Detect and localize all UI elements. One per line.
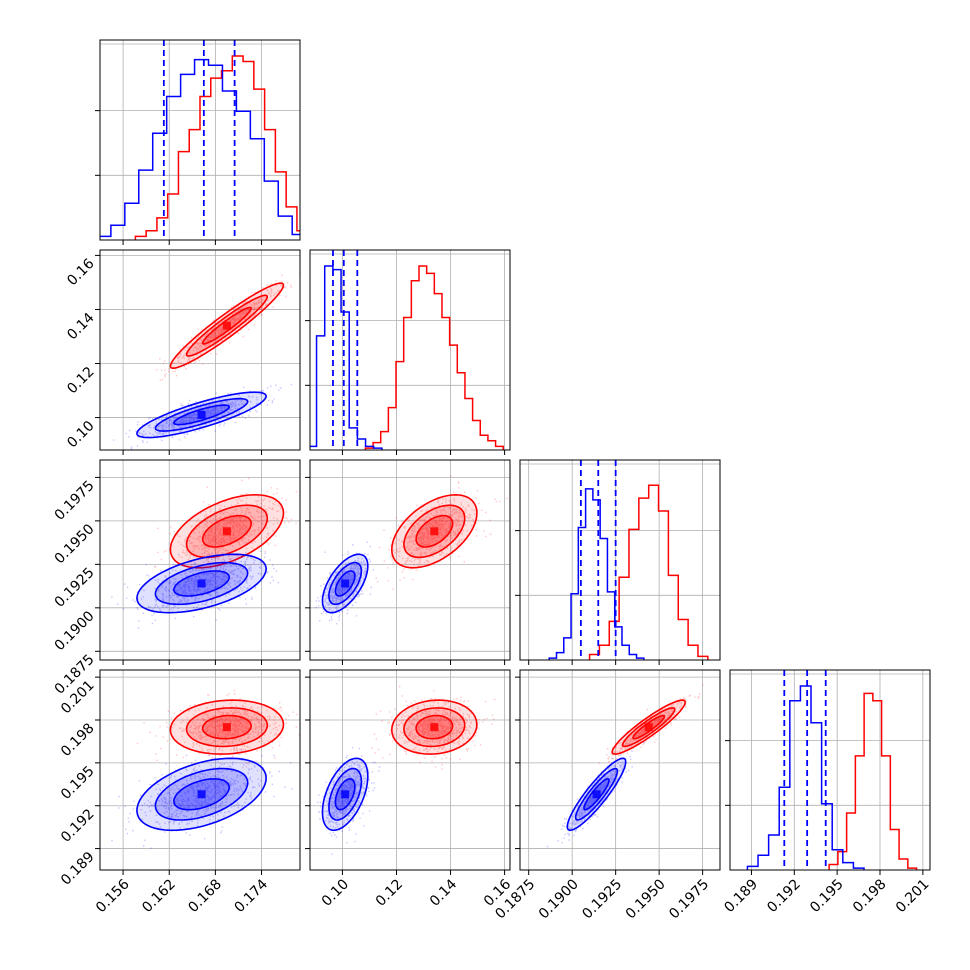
panel-1-1 xyxy=(305,249,511,455)
y-tick-label: 0.1925 xyxy=(52,565,98,611)
panel-frame xyxy=(99,459,301,661)
x-tick-label: 0.1950 xyxy=(623,876,669,922)
scatter-blue xyxy=(310,747,381,855)
y-tick-label: 0.16 xyxy=(64,256,97,289)
histogram-blue xyxy=(746,685,865,870)
density-peak-red xyxy=(644,723,653,732)
panel-0-0 xyxy=(95,39,301,245)
panel-2-2 xyxy=(515,459,721,665)
panel-content xyxy=(100,40,300,240)
panel-frame xyxy=(729,669,931,871)
panel-3-2 xyxy=(515,669,721,875)
panel-content xyxy=(520,670,720,870)
y-tick-label: 0.198 xyxy=(58,720,98,760)
histogram-blue xyxy=(310,265,383,450)
x-tick-label: 0.1900 xyxy=(536,876,582,922)
panel-frame xyxy=(519,459,721,661)
x-tick-label: 0.14 xyxy=(427,876,460,909)
panel-frame xyxy=(99,39,301,241)
panel-background xyxy=(310,460,510,660)
panel-background xyxy=(100,40,300,240)
y-tick-label: 0.1975 xyxy=(52,478,98,524)
x-tick-label: 0.174 xyxy=(232,876,272,916)
x-tick-label: 0.162 xyxy=(139,876,179,916)
x-tick-label: 0.192 xyxy=(764,876,804,916)
panel-content xyxy=(100,670,300,870)
panel-content xyxy=(310,460,510,660)
panel-frame xyxy=(309,249,511,451)
density-peak-blue xyxy=(197,410,206,419)
x-tick-label: 0.12 xyxy=(373,876,406,909)
panel-frame xyxy=(309,459,511,661)
x-tick-label: 0.198 xyxy=(850,876,890,916)
x-tick-label: 0.195 xyxy=(807,876,847,916)
panel-3-1 xyxy=(305,669,511,875)
panel-3-0 xyxy=(95,669,301,875)
panel-background xyxy=(310,670,510,870)
panel-frame xyxy=(99,669,301,871)
panel-content xyxy=(310,670,510,870)
x-tick-label: 0.189 xyxy=(721,876,761,916)
panel-frame xyxy=(519,669,721,871)
scatter-red xyxy=(371,685,496,770)
panel-background xyxy=(100,460,300,660)
panel-background xyxy=(520,670,720,870)
panel-2-0 xyxy=(95,459,301,665)
panel-content xyxy=(310,250,510,450)
panel-content xyxy=(730,670,930,870)
x-tick-label: 0.1925 xyxy=(579,876,625,922)
y-tick-label: 0.1950 xyxy=(52,521,98,567)
histogram-red xyxy=(134,55,300,240)
density-peak-red xyxy=(222,723,231,732)
panel-background xyxy=(730,670,930,870)
x-tick-label: 0.168 xyxy=(185,876,225,916)
panel-3-3 xyxy=(725,669,931,875)
density-peak-red xyxy=(430,527,439,536)
x-tick-label: 0.201 xyxy=(893,876,933,916)
density-peak-red xyxy=(222,527,231,536)
y-tick-label: 0.1900 xyxy=(52,608,98,654)
density-peak-blue xyxy=(341,790,350,799)
scatter-red xyxy=(375,475,508,590)
x-tick-label: 0.1975 xyxy=(666,876,712,922)
y-tick-label: 0.12 xyxy=(64,364,97,397)
panel-background xyxy=(520,460,720,660)
panel-frame xyxy=(99,249,301,451)
histogram-red xyxy=(364,265,504,450)
y-tick-label: 0.14 xyxy=(64,310,97,343)
y-tick-label: 0.189 xyxy=(58,849,98,889)
density-peak-blue xyxy=(197,579,206,588)
histogram-red xyxy=(588,484,709,660)
density-peak-red xyxy=(222,321,231,330)
x-tick-label: 0.156 xyxy=(93,876,133,916)
x-tick-label: 0.10 xyxy=(319,876,352,909)
y-tick-label: 0.10 xyxy=(64,418,97,451)
panel-2-1 xyxy=(305,459,511,665)
density-peak-blue xyxy=(592,790,601,799)
panel-content xyxy=(520,460,720,660)
histogram-blue xyxy=(548,488,645,660)
scatter-red xyxy=(154,477,298,583)
histogram-blue xyxy=(100,58,300,238)
y-tick-label: 0.195 xyxy=(58,763,98,803)
density-peak-blue xyxy=(197,790,206,799)
panel-content xyxy=(100,250,300,450)
panel-frame xyxy=(309,669,511,871)
density-peak-red xyxy=(430,723,439,732)
panel-content xyxy=(100,460,300,660)
panel-background xyxy=(100,670,300,870)
density-peak-blue xyxy=(341,579,350,588)
y-tick-label: 0.192 xyxy=(58,806,98,846)
panel-1-0 xyxy=(95,249,301,455)
scatter-blue xyxy=(111,550,279,629)
